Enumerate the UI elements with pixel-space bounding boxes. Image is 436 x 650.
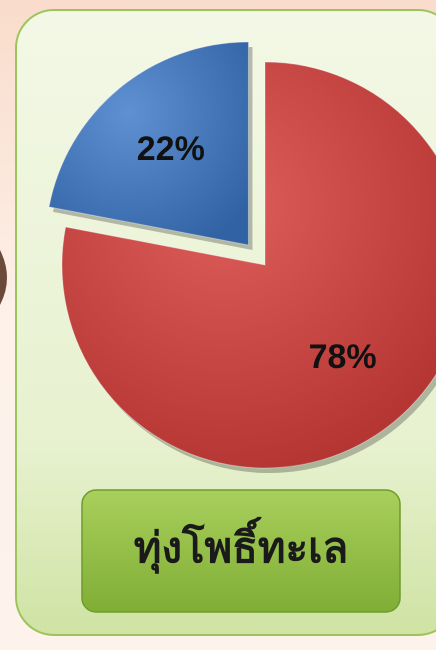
pie-slice-shade	[49, 41, 249, 245]
data-label: 78%	[309, 338, 377, 376]
pie: 78% 22%	[48, 41, 436, 473]
chart-title: ทุ่งโพธิ์ทะเล	[134, 516, 348, 574]
pie-slice-shade	[62, 62, 436, 468]
data-label: 22%	[137, 130, 205, 168]
title-box	[81, 489, 401, 613]
edge-shape	[0, 250, 7, 305]
